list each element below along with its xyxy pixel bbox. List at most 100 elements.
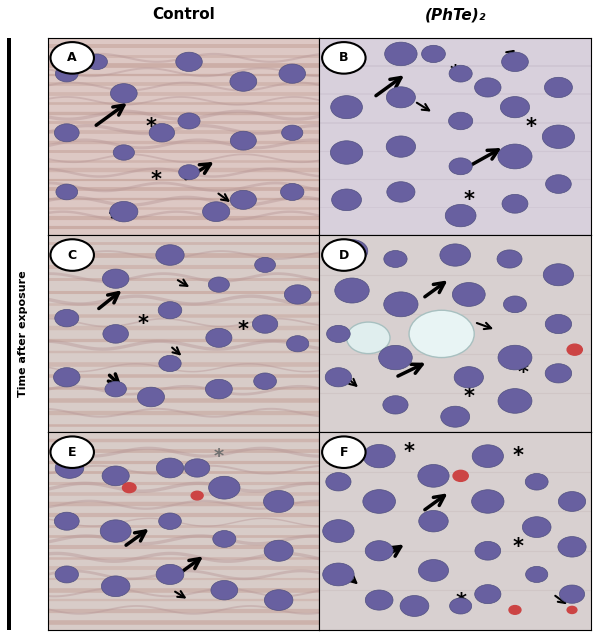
Text: *: * (137, 314, 148, 334)
Circle shape (55, 457, 84, 478)
Circle shape (284, 285, 311, 304)
Text: 3 days: 3 days (596, 111, 597, 162)
Circle shape (208, 277, 229, 292)
Circle shape (110, 202, 138, 222)
Text: *: * (238, 320, 249, 340)
Circle shape (409, 310, 474, 357)
Circle shape (281, 183, 304, 200)
Circle shape (509, 605, 521, 614)
Circle shape (450, 598, 472, 614)
Circle shape (387, 182, 415, 202)
Circle shape (500, 97, 530, 118)
Circle shape (453, 282, 485, 307)
Text: *: * (463, 387, 474, 407)
Text: Control: Control (152, 7, 215, 22)
Text: *: * (450, 64, 461, 84)
Circle shape (279, 64, 306, 83)
Circle shape (558, 492, 586, 511)
Text: *: * (146, 117, 156, 137)
Circle shape (253, 315, 278, 333)
Circle shape (51, 239, 94, 271)
Circle shape (386, 86, 416, 108)
Circle shape (525, 473, 548, 490)
Text: D: D (338, 249, 349, 261)
Circle shape (51, 436, 94, 468)
Circle shape (264, 540, 293, 562)
Circle shape (103, 324, 128, 343)
Text: *: * (512, 537, 523, 557)
Circle shape (322, 436, 365, 468)
Text: *: * (214, 446, 224, 466)
Circle shape (149, 123, 174, 142)
Circle shape (54, 512, 79, 530)
Text: *: * (526, 117, 537, 137)
Circle shape (545, 314, 571, 334)
Circle shape (213, 530, 236, 548)
Circle shape (501, 52, 528, 71)
Circle shape (400, 595, 429, 616)
Circle shape (525, 567, 548, 583)
Circle shape (365, 590, 393, 610)
Circle shape (441, 406, 470, 427)
Circle shape (347, 322, 390, 354)
Circle shape (282, 125, 303, 141)
Circle shape (211, 581, 238, 600)
Text: *: * (341, 240, 352, 259)
Circle shape (322, 42, 365, 74)
Circle shape (103, 269, 129, 288)
Circle shape (156, 458, 184, 478)
Circle shape (421, 45, 445, 62)
Text: E: E (68, 446, 76, 459)
Circle shape (445, 204, 476, 227)
Circle shape (178, 113, 200, 129)
Circle shape (326, 473, 351, 491)
Circle shape (264, 590, 293, 611)
Circle shape (383, 396, 408, 414)
Circle shape (334, 53, 359, 71)
Circle shape (449, 66, 472, 82)
Circle shape (454, 366, 484, 388)
Circle shape (159, 356, 181, 371)
Text: *: * (455, 592, 466, 612)
Circle shape (55, 566, 78, 583)
Circle shape (475, 584, 501, 604)
Circle shape (365, 541, 393, 561)
Circle shape (191, 491, 203, 500)
Circle shape (101, 576, 130, 597)
Circle shape (544, 78, 573, 97)
Circle shape (287, 336, 309, 352)
Circle shape (102, 466, 130, 486)
Circle shape (51, 42, 94, 74)
Circle shape (502, 195, 528, 213)
Circle shape (230, 190, 257, 209)
Circle shape (255, 258, 275, 272)
Circle shape (498, 144, 532, 169)
Circle shape (567, 344, 582, 355)
Circle shape (53, 249, 81, 269)
Circle shape (122, 483, 136, 493)
Circle shape (384, 292, 418, 317)
Circle shape (558, 537, 586, 557)
Circle shape (323, 563, 354, 586)
Text: A: A (67, 52, 77, 64)
Text: *: * (436, 324, 447, 344)
Circle shape (475, 78, 501, 97)
Circle shape (54, 368, 80, 387)
Circle shape (325, 245, 352, 265)
Circle shape (176, 52, 202, 71)
Circle shape (323, 520, 354, 543)
Circle shape (378, 345, 413, 370)
Circle shape (449, 158, 472, 175)
Text: 7 days: 7 days (596, 506, 597, 556)
Circle shape (56, 66, 78, 82)
Circle shape (363, 445, 395, 468)
Circle shape (110, 84, 137, 103)
Text: (PhTe)₂: (PhTe)₂ (424, 7, 486, 22)
Circle shape (254, 373, 276, 389)
Circle shape (55, 309, 79, 327)
Circle shape (184, 459, 210, 477)
Circle shape (475, 541, 501, 560)
Circle shape (453, 471, 468, 481)
Circle shape (159, 513, 181, 529)
Circle shape (332, 189, 361, 211)
